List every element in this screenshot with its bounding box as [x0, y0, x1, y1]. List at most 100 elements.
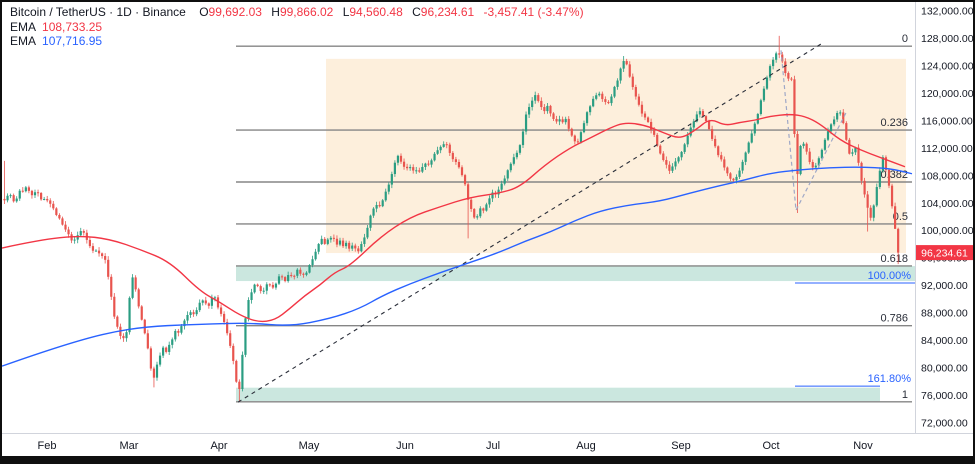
candle-body — [55, 208, 58, 215]
candle-body — [131, 277, 134, 298]
candle-body — [711, 129, 714, 139]
candle-body — [82, 231, 85, 233]
candle-body — [610, 96, 613, 104]
candle-body — [601, 93, 604, 100]
candle-body — [393, 162, 396, 175]
fib-level-label: 0.236 — [880, 117, 908, 129]
candle-body — [125, 332, 128, 339]
candle-body — [531, 100, 534, 108]
candle-body — [500, 183, 503, 190]
price-tick-label: 124,000.00 — [921, 60, 974, 72]
candle-body — [555, 118, 558, 122]
candle-body — [250, 292, 253, 301]
fib-level-label: 0.786 — [880, 313, 908, 325]
candle-body — [399, 155, 403, 162]
candle-body — [348, 242, 351, 249]
candle-body — [445, 144, 448, 146]
price-tick-label: 88,000.00 — [921, 308, 968, 320]
candle-body — [448, 144, 451, 153]
candle-body — [311, 259, 314, 266]
low-value: 94,560.48 — [349, 5, 403, 19]
candle-body — [851, 152, 854, 154]
trendline-dashed — [237, 42, 823, 403]
candle-body — [9, 195, 12, 197]
candle-body — [741, 161, 744, 171]
candle-body — [790, 78, 793, 80]
candle-body — [845, 123, 848, 140]
candle-body — [887, 169, 891, 186]
candle-body — [826, 131, 830, 140]
candle-body — [259, 286, 262, 292]
candle-body — [451, 152, 454, 160]
candle-body — [52, 203, 55, 209]
candle-body — [753, 123, 756, 134]
candle-body — [287, 275, 290, 282]
candle-body — [381, 200, 384, 207]
fib-level-label: 1 — [902, 389, 908, 401]
price-axis[interactable]: 132,000.00 128,000.00 124,000.00 120,000.00… — [915, 2, 974, 434]
ema-fast-row[interactable]: EMA 108,733.25 — [10, 20, 584, 35]
candle-body — [848, 139, 851, 154]
candle-body — [6, 195, 9, 201]
candle-body — [15, 198, 18, 202]
candle-body — [802, 143, 805, 147]
candle-body — [33, 192, 37, 196]
candle-body — [592, 98, 595, 107]
time-axis[interactable]: Feb Mar Apr May Jun Jul Aug Sep Oct Nov — [2, 433, 973, 453]
candle-body — [650, 121, 653, 131]
symbol-title[interactable]: Bitcoin / TetherUS · 1D · Binance — [10, 5, 186, 19]
zigzag-tool[interactable] — [780, 50, 847, 213]
candle-body — [168, 344, 171, 352]
candle-body — [625, 61, 628, 65]
candle-body — [604, 99, 607, 102]
candle-body — [284, 277, 287, 282]
candle-body — [229, 333, 232, 346]
candle-body — [646, 117, 650, 122]
zones-layer — [236, 266, 916, 402]
trendline-tool[interactable] — [237, 42, 823, 403]
candle-body — [460, 167, 464, 176]
candle-body — [720, 155, 723, 160]
candle-body — [473, 208, 476, 218]
month-label: May — [299, 440, 320, 452]
candle-body — [894, 206, 897, 229]
candle-body — [418, 170, 421, 172]
candle-body — [787, 73, 790, 79]
candle-body — [436, 150, 439, 154]
symbol-row[interactable]: Bitcoin / TetherUS · 1D · Binance O99,69… — [10, 5, 584, 20]
candle-body — [27, 187, 30, 191]
ema-slow-row[interactable]: EMA 107,716.95 — [10, 34, 584, 49]
candle-body — [796, 133, 799, 175]
fib-retracement-tool[interactable]: 0 0.236 0.382 0.5 0.618 0.786 1 — [236, 33, 912, 403]
candle-body — [363, 237, 366, 245]
candle-body — [402, 161, 406, 167]
candle-body — [518, 145, 522, 153]
candle-body — [140, 306, 143, 320]
candle-body — [570, 128, 573, 136]
candle-body — [772, 59, 775, 67]
candle-body — [189, 312, 192, 315]
candle-body — [412, 167, 415, 171]
candle-body — [88, 239, 91, 247]
candle-body — [482, 208, 485, 211]
candle-body — [863, 180, 866, 195]
high-value: 99,866.02 — [279, 5, 334, 19]
candle-body — [692, 121, 695, 128]
candle-body — [174, 330, 177, 340]
candle-body — [146, 333, 149, 349]
candle-body — [613, 86, 616, 97]
candle-body — [58, 214, 61, 219]
close-key: C — [412, 5, 421, 19]
candle-body — [506, 170, 509, 179]
month-label: Oct — [762, 440, 779, 452]
candle-body — [427, 163, 430, 165]
fib-extension-tool[interactable]: 100.00% 161.80% — [795, 270, 916, 387]
candle-body — [46, 198, 49, 201]
candle-body — [238, 381, 241, 389]
candle-body — [149, 348, 152, 369]
candle-body — [689, 127, 692, 136]
ema-lines — [1, 113, 913, 367]
candle-body — [107, 259, 110, 277]
